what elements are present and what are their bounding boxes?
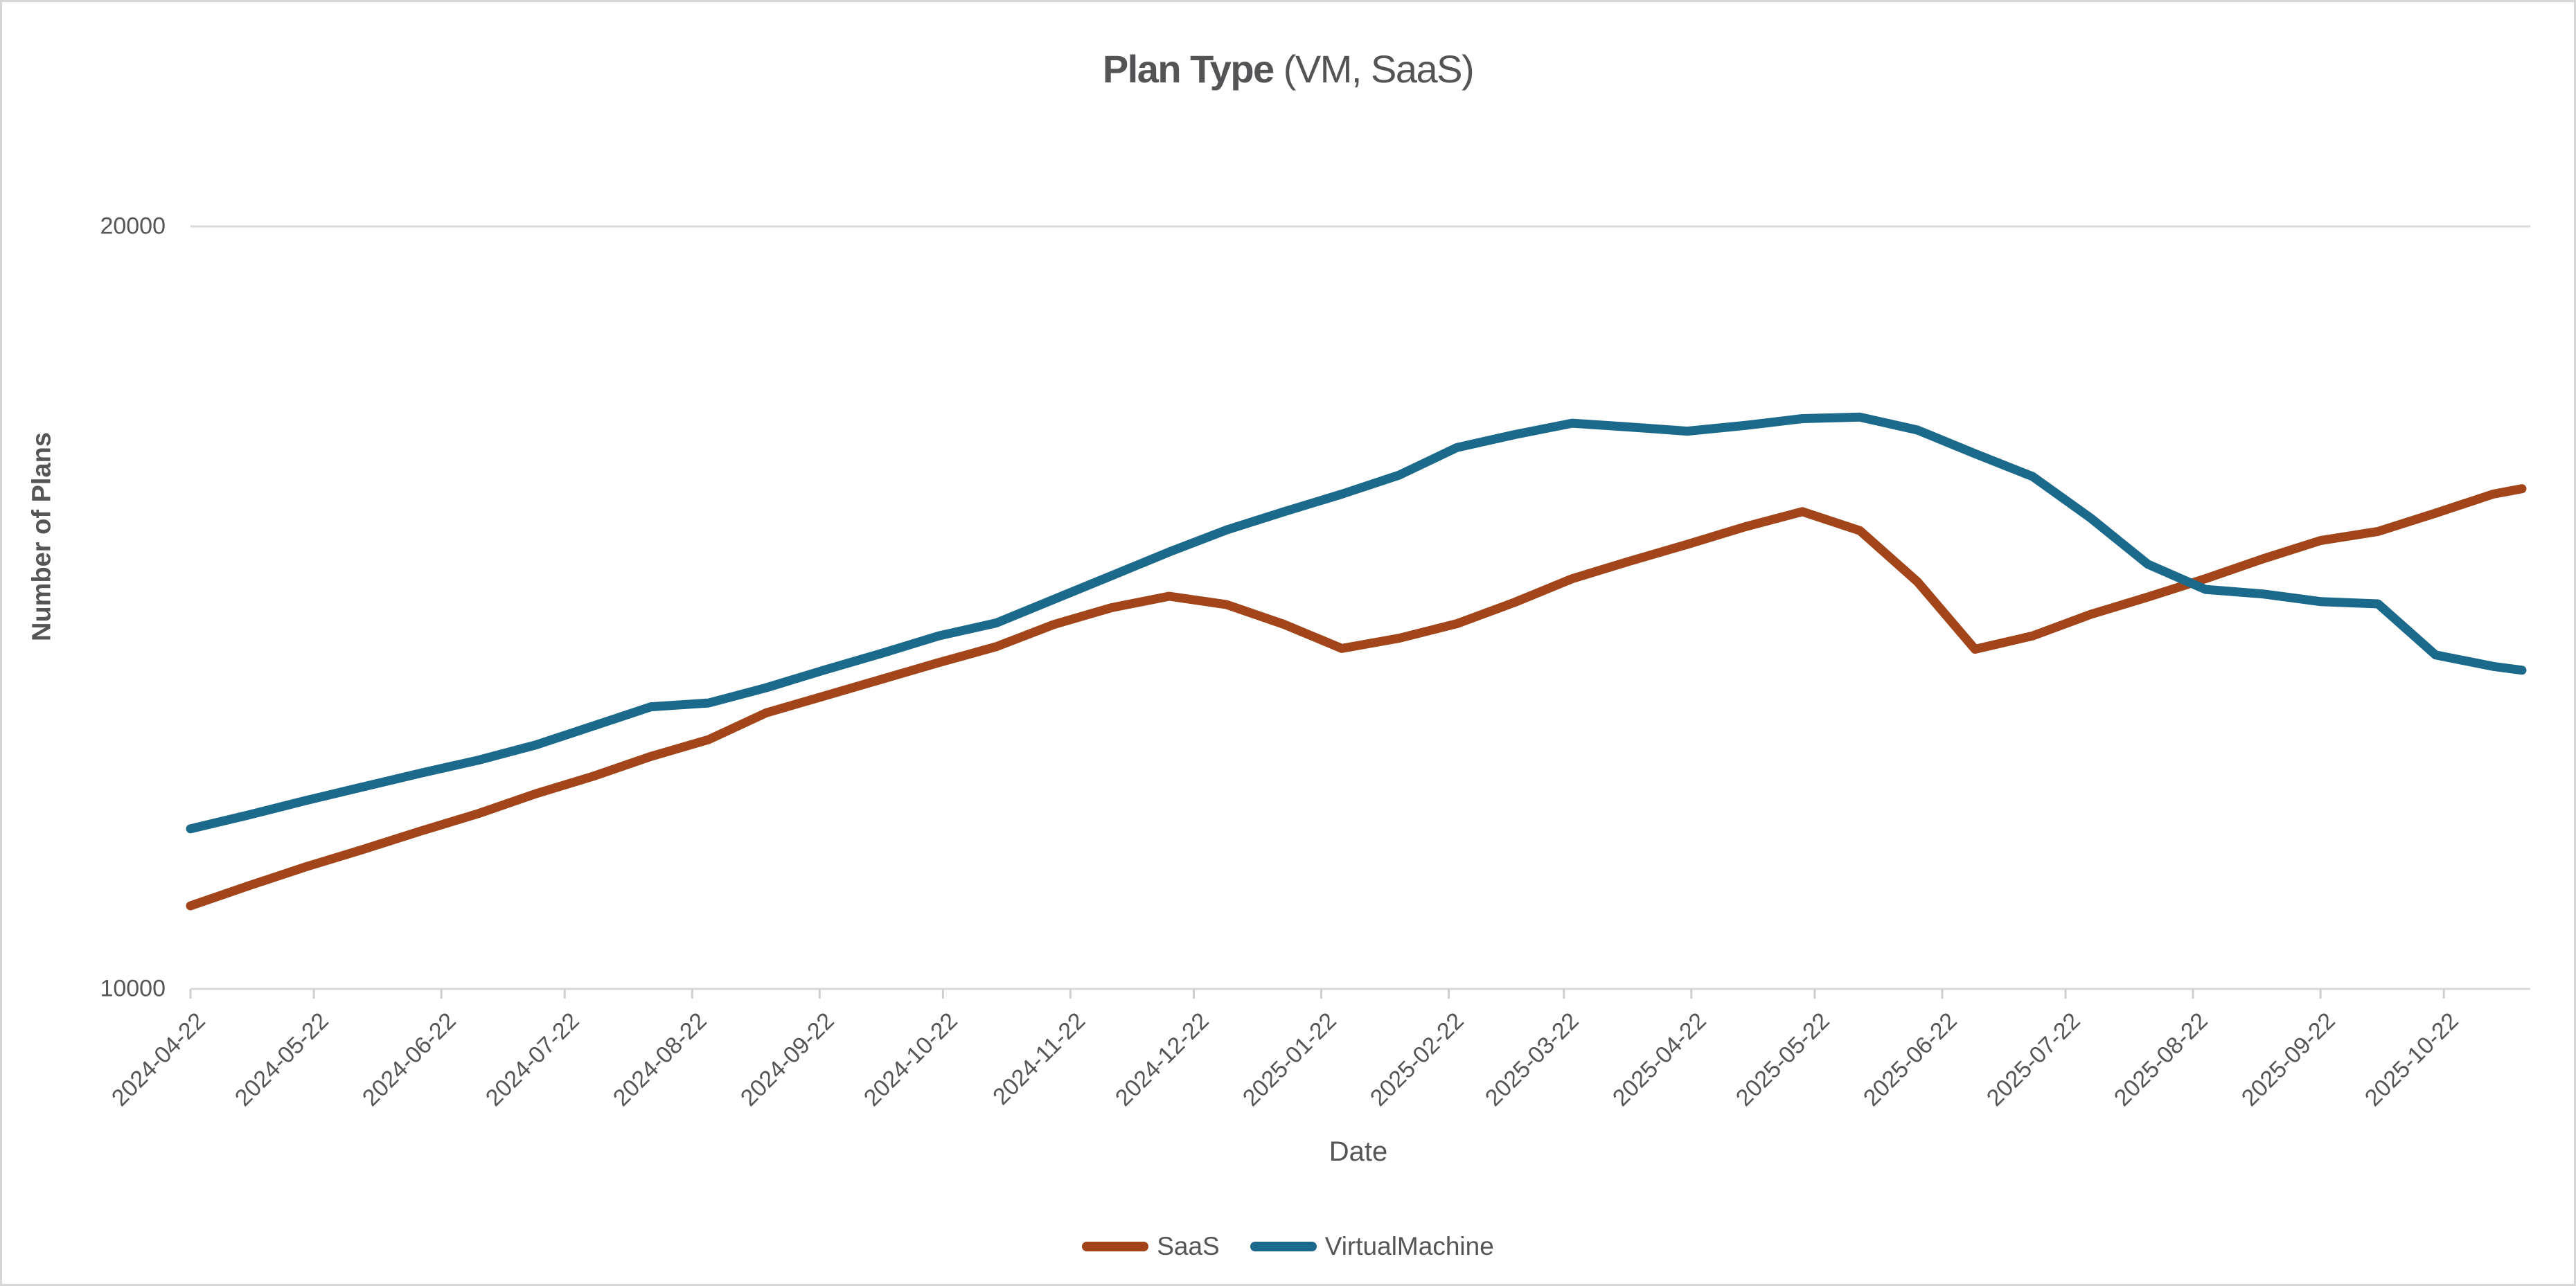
chart-title-subtitle: (VM, SaaS) [1273,47,1475,91]
legend-item-saas: SaaS [1082,1232,1220,1261]
legend-label: SaaS [1157,1232,1220,1260]
legend-label: VirtualMachine [1324,1232,1494,1260]
legend-swatch-saas [1082,1242,1149,1251]
series-line-saas [186,484,2527,911]
chart-title-bold: Plan Type [1102,47,1274,91]
x-axis-title: Date [1329,1136,1388,1167]
legend-swatch-virtualmachine [1250,1242,1317,1251]
legend-item-virtualmachine: VirtualMachine [1250,1232,1494,1261]
chart-title: Plan Type (VM, SaaS) [2,46,2574,91]
series-line-virtualmachine [186,412,2527,834]
y-tick-label: 10000 [100,975,166,1002]
legend: SaaS VirtualMachine [2,1232,2574,1261]
y-tick-label: 20000 [100,213,166,240]
